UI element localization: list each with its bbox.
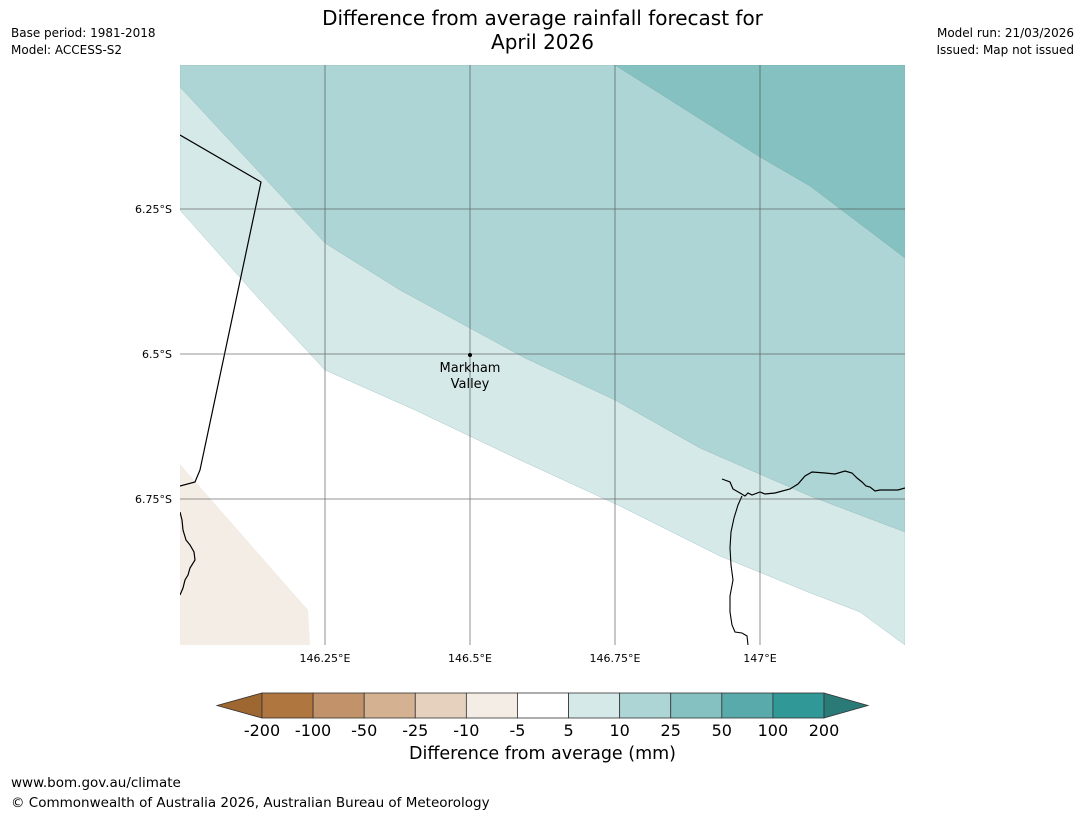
lon-label-146-25: 146.25°E (300, 652, 351, 665)
colorbar-tick-label: -10 (453, 721, 479, 740)
colorbar-box (363, 692, 416, 719)
colorbar-box (465, 692, 518, 719)
place-label-line-2: Valley (451, 377, 490, 392)
colorbar-box (517, 692, 569, 719)
colorbar-box (312, 692, 365, 719)
title-line-1: Difference from average rainfall forecas… (322, 6, 763, 30)
colorbar-box (721, 692, 774, 719)
colorbar-tick-label: -100 (295, 721, 331, 740)
colorbar-tick-label: -5 (509, 721, 525, 740)
colorbar-box (619, 692, 672, 719)
colorbar-tick-label: 50 (712, 721, 732, 740)
colorbar-arrow-low (215, 692, 263, 719)
colorbar-box (772, 692, 825, 719)
colorbar-arrow-high (823, 692, 870, 719)
coastline-east (721, 470, 905, 497)
meta-right: Model run: 21/03/2026 Issued: Map not is… (936, 25, 1074, 59)
place-label-line-1: Markham (440, 361, 501, 376)
lat-label-6-5: 6.5°S (142, 348, 172, 361)
title-line-2: April 2026 (491, 30, 594, 54)
issued-status: Issued: Map not issued (936, 43, 1074, 57)
band-25-50 (614, 65, 905, 259)
river-line (729, 495, 749, 645)
model-name: Model: ACCESS-S2 (11, 43, 123, 57)
colorbar (215, 692, 870, 719)
footer-copyright: © Commonwealth of Australia 2026, Austra… (11, 795, 490, 811)
place-marker (468, 353, 472, 357)
colorbar-tick-label: 10 (609, 721, 629, 740)
lat-label-6-75: 6.75°S (135, 493, 172, 506)
chart-title: Difference from average rainfall forecas… (0, 6, 1085, 54)
coastline-west (180, 511, 196, 596)
colorbar-tick-label: 5 (563, 721, 573, 740)
map-area (180, 65, 905, 645)
colorbar-tick-label: 200 (809, 721, 840, 740)
lon-label-146-75: 146.75°E (590, 652, 641, 665)
colorbar-tick-label: -200 (244, 721, 280, 740)
band-minus5-minus10 (180, 464, 310, 645)
lon-label-147: 147°E (743, 652, 776, 665)
lat-label-6-25: 6.25°S (135, 203, 172, 216)
colorbar-tick-label: 25 (661, 721, 681, 740)
colorbar-box (670, 692, 723, 719)
colorbar-box (414, 692, 467, 719)
colorbar-tick-labels: -200 -100 -50 -25 -10 -5 5 10 25 50 100 200 (244, 721, 839, 740)
model-run: Model run: 21/03/2026 (936, 26, 1074, 40)
meta-left: Base period: 1981-2018 Model: ACCESS-S2 (11, 25, 156, 59)
footer-url[interactable]: www.bom.gov.au/climate (11, 775, 181, 791)
colorbar-box (261, 692, 314, 719)
colorbar-tick-label: 100 (758, 721, 789, 740)
lon-label-146-5: 146.5°E (448, 652, 492, 665)
colorbar-title: Difference from average (mm) (408, 744, 677, 764)
colorbar-tick-label: -50 (351, 721, 377, 740)
base-period: Base period: 1981-2018 (11, 26, 156, 40)
colorbar-box (568, 692, 621, 719)
border-line (180, 134, 262, 487)
colorbar-tick-label: -25 (402, 721, 428, 740)
